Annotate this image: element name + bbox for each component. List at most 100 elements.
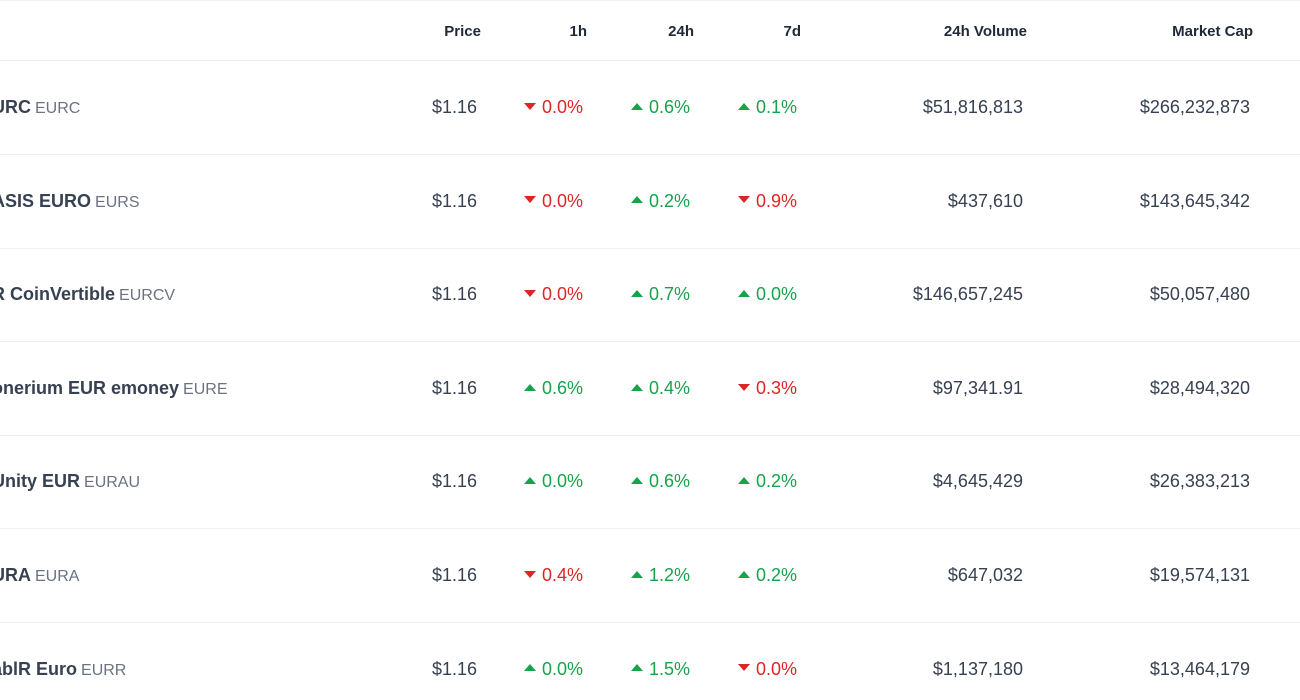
change-7d: 0.0% [703,248,797,341]
change-7d-value: 0.0% [755,658,797,679]
coin-price: $1.16 [431,658,477,679]
change-7d: 0.1% [703,61,797,154]
table-header: Price 1h 24h 7d 24h Volume Market Cap [0,4,1300,61]
coin-name-cell[interactable]: ASIS EURO EURS [0,155,392,248]
change-1h: 0.0% [490,435,583,528]
table-row[interactable]: URCEURC $1.16 0.0% 0.6% 0.1% $51,816,813… [0,61,1300,155]
coin-name-cell[interactable]: URAEURA [0,529,392,622]
change-1h-value: 0.0% [541,471,583,492]
change-7d-arrow-icon [737,102,750,110]
table-row[interactable]: ASIS EURO EURS $1.16 0.0% 0.2% 0.9% $437,… [0,155,1300,249]
coin-symbol: EURC [35,100,81,117]
change-7d-value: 0.2% [755,565,797,585]
change-24h-value: 0.2% [648,190,690,211]
coin-symbol: EURA [35,568,80,585]
change-24h: 0.7% [596,248,690,341]
coin-price: $1.16 [431,284,477,305]
change-24h-value: 0.7% [648,284,690,305]
change-7d-arrow-icon [737,477,750,485]
change-24h-arrow-icon [630,477,643,485]
change-24h: 0.4% [596,342,690,435]
coin-24h-volume: $437,610 [947,190,1023,211]
coin-name[interactable]: URC [0,97,31,117]
coin-market-cap: $266,232,873 [1139,97,1250,117]
coin-market-cap: $28,494,320 [1149,377,1250,398]
change-7d-value: 0.0% [755,284,797,305]
change-7d: 0.3% [703,342,797,435]
coin-symbol: EURR [81,661,127,679]
change-24h: 1.5% [596,623,690,700]
coin-price: $1.16 [431,190,477,211]
coin-24h-volume: $51,816,813 [922,97,1023,117]
coin-name-cell[interactable]: URCEURC [0,61,392,154]
change-1h-arrow-icon [523,570,536,578]
coin-name[interactable]: ASIS EURO [0,190,92,211]
change-1h: 0.0% [490,623,583,700]
change-7d-arrow-icon [737,664,750,672]
coin-name[interactable]: Unity EUR [0,471,81,492]
change-7d-arrow-icon [737,383,750,391]
change-1h-arrow-icon [523,196,536,204]
change-1h: 0.4% [490,529,583,622]
change-7d-value: 0.2% [755,471,797,492]
header-24h[interactable]: 24h [668,23,694,40]
coin-name-cell[interactable]: onerium EUR emoney EURE [0,342,392,435]
change-7d: 0.2% [703,435,797,528]
change-1h-value: 0.0% [541,284,583,305]
coin-name[interactable]: URA [0,565,31,585]
change-1h-arrow-icon [523,477,536,485]
coin-name-cell[interactable]: R CoinVertible EURCV [0,248,392,341]
change-24h: 1.2% [596,529,690,622]
coin-name[interactable]: ablR Euro [0,658,78,679]
coin-name[interactable]: onerium EUR emoney [0,377,180,398]
coin-name-cell[interactable]: ablR Euro EURR [0,623,392,700]
table-row[interactable]: URAEURA $1.16 0.4% 1.2% 0.2% $647,032 $1… [0,529,1300,623]
change-7d: 0.0% [703,623,797,700]
change-1h-arrow-icon [523,102,536,110]
change-7d-value: 0.3% [755,377,797,398]
header-price[interactable]: Price [444,23,481,40]
change-24h-arrow-icon [630,102,643,110]
coin-name[interactable]: R CoinVertible [0,284,116,305]
change-1h-value: 0.0% [541,190,583,211]
header-7d[interactable]: 7d [783,23,801,40]
change-1h-value: 0.0% [541,658,583,679]
change-7d-arrow-icon [737,289,750,297]
header-1h[interactable]: 1h [569,23,587,40]
coin-24h-volume: $97,341.91 [932,377,1023,398]
coin-24h-volume: $647,032 [947,565,1023,585]
coin-price: $1.16 [431,377,477,398]
change-1h-value: 0.0% [541,97,583,117]
change-24h-value: 0.4% [648,377,690,398]
coin-symbol: EURS [95,193,140,211]
change-24h-arrow-icon [630,196,643,204]
header-24h-volume[interactable]: 24h Volume [943,23,1027,40]
header-market-cap[interactable]: Market Cap [1172,23,1253,40]
change-7d-value: 0.9% [755,190,797,211]
coin-24h-volume: $1,137,180 [932,658,1023,679]
change-1h-value: 0.4% [541,565,583,585]
change-7d: 0.2% [703,529,797,622]
change-24h: 0.6% [596,61,690,154]
table-row[interactable]: R CoinVertible EURCV $1.16 0.0% 0.7% 0.0%… [0,248,1300,343]
coin-price: $1.16 [431,97,477,117]
change-24h-value: 0.6% [648,471,690,492]
coin-symbol: EURE [183,380,228,398]
change-24h-arrow-icon [630,664,643,672]
coin-24h-volume: $146,657,245 [912,284,1023,305]
coin-price: $1.16 [431,471,477,492]
coin-name-cell[interactable]: Unity EUR EURAU [0,435,392,528]
change-24h: 0.6% [596,435,690,528]
coin-symbol: EURCV [119,287,176,305]
table-row[interactable]: Unity EUR EURAU $1.16 0.0% 0.6% 0.2% $4,6… [0,435,1300,530]
change-24h-arrow-icon [630,289,643,297]
change-24h-arrow-icon [630,570,643,578]
coin-market-cap: $26,383,213 [1149,471,1250,492]
table-row[interactable]: ablR Euro EURR $1.16 0.0% 1.5% 0.0% $1,13… [0,623,1300,700]
change-1h-arrow-icon [523,664,536,672]
coin-price: $1.16 [431,565,477,585]
table-row[interactable]: onerium EUR emoney EURE $1.16 0.6% 0.4% 0… [0,342,1300,436]
change-24h-arrow-icon [630,383,643,391]
coin-market-cap: $19,574,131 [1149,565,1250,585]
change-24h-value: 1.5% [648,658,690,679]
